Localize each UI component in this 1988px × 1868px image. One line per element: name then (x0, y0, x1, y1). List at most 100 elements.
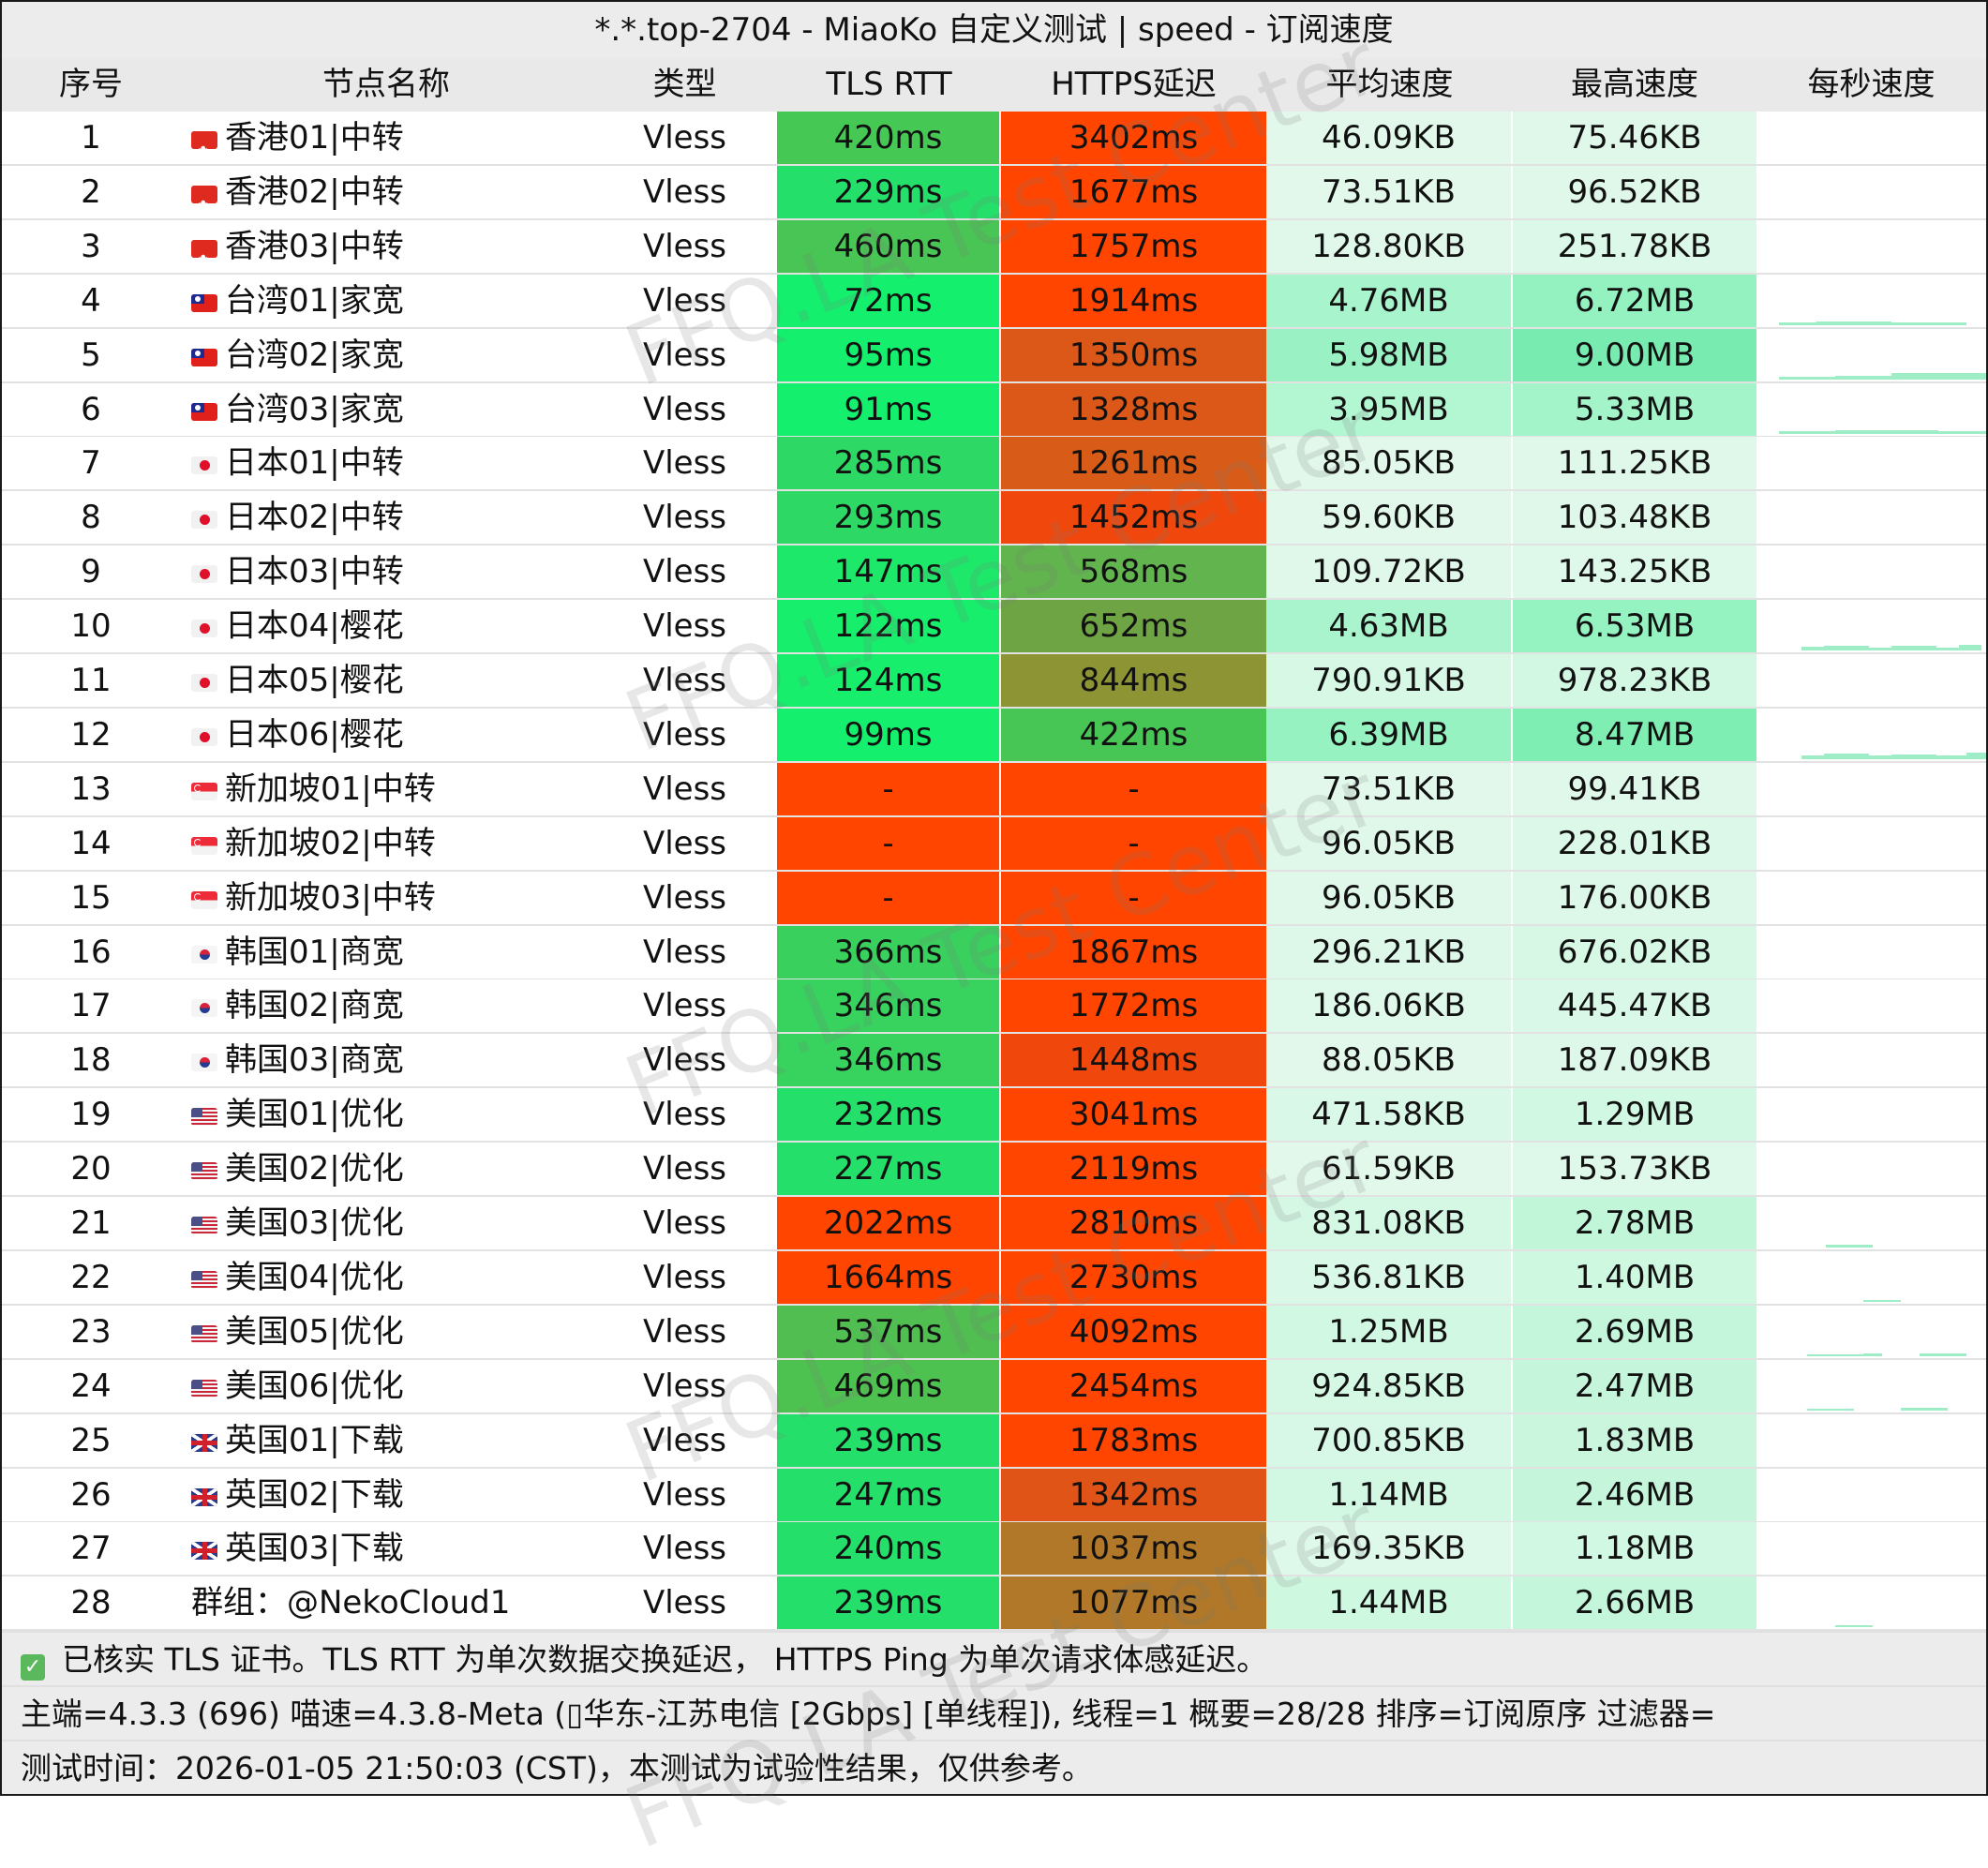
avg-speed-cell: 169.35KB (1266, 1522, 1513, 1576)
col-header-avg-speed: 平均速度 (1325, 66, 1454, 103)
protocol-type: Vless (642, 878, 727, 917)
row-index: 13 (70, 770, 112, 808)
https-latency-cell: 1757ms (1001, 219, 1266, 273)
col-header-node-name: 节点名称 (322, 66, 450, 103)
avg-speed-cell: 46.09KB (1266, 112, 1513, 164)
flag-jp-icon (191, 565, 217, 584)
https-latency-cell: 1261ms (1001, 437, 1266, 490)
https-latency-cell: 1328ms (1001, 382, 1266, 436)
protocol-type: Vless (642, 824, 727, 862)
row-index: 19 (70, 1096, 112, 1134)
table-row[interactable]: 8 日本02|中转 Vless 293ms 1452ms 59.60KB 103.48KB (2, 491, 1986, 546)
table-row[interactable]: 10 日本04|樱花 Vless 122ms 652ms 4.63MB 6.53MB (2, 600, 1986, 655)
table-row[interactable]: 27 英国03|下载 Vless 240ms 1037ms 169.35KB 1.18MB (2, 1522, 1986, 1577)
per-second-speed-cell (1756, 220, 1986, 273)
avg-speed-cell: 790.91KB (1266, 654, 1513, 707)
table-row[interactable]: 25 英国01|下载 Vless 239ms 1783ms 700.85KB 1.83MB (2, 1413, 1986, 1469)
table-row[interactable]: 13 新加坡01|中转 Vless - -73.51KB 99.41KB (2, 762, 1986, 817)
avg-speed-cell: 61.59KB (1266, 1143, 1513, 1196)
tls-rtt-cell: 469ms (777, 1359, 1001, 1412)
footer-backend-info: 主端=4.3.3 (696) 喵速=4.3.8-Meta (▯华东-江苏电信 [… (2, 1685, 1986, 1740)
footer: ✓ 已核实 TLS 证书。TLS RTT 为单次数据交换延迟， HTTPS Pin… (2, 1631, 1986, 1794)
max-speed-cell: 8.47MB (1513, 708, 1756, 761)
table-row[interactable]: 16 韩国01|商宽 Vless 366ms1867ms296.21KB676.02K… (2, 925, 1986, 980)
protocol-type: Vless (642, 119, 727, 157)
max-speed-cell: 2.46MB (1513, 1468, 1756, 1521)
protocol-type: Vless (642, 662, 727, 699)
table-row[interactable]: 11 日本05|樱花 Vless 124ms 844ms 790.91KB 978.23KB (2, 654, 1986, 709)
protocol-type: Vless (642, 499, 727, 537)
protocol-type: Vless (642, 172, 727, 211)
node-name: 香港02|中转 (225, 172, 404, 211)
max-speed-cell: 1.29MB (1513, 1088, 1756, 1142)
row-index: 6 (81, 390, 101, 428)
speed-sparkline (1779, 1182, 1986, 1193)
max-speed-cell: 978.23KB (1513, 654, 1756, 707)
row-index: 9 (81, 553, 101, 591)
flag-uk-icon (191, 1542, 217, 1561)
table-row[interactable]: 24 美国06|优化 Vless 469ms 2454ms 924.85KB 2.47MB (2, 1359, 1986, 1414)
tls-rtt-cell: 460ms (777, 219, 1001, 273)
max-speed-cell: 9.00MB (1513, 328, 1756, 381)
per-second-speed-cell (1756, 1251, 1986, 1304)
protocol-type: Vless (642, 1475, 727, 1514)
table-row[interactable]: 26 英国02|下载 Vless 247ms 1342ms 1.14MB 2.46MB (2, 1468, 1986, 1523)
table-row[interactable]: 9 日本03|中转 Vless 147ms 568ms 109.72KB 143.25KB (2, 545, 1986, 601)
table-row[interactable]: 7 日本01|中转 Vless 285ms 1261ms 85.05KB 111.25KB (2, 437, 1986, 492)
row-index: 1 (81, 119, 101, 157)
node-name-cell: 美国03|优化 (180, 1197, 592, 1249)
avg-speed-cell: 96.05KB (1266, 871, 1513, 924)
max-speed-cell: 1.83MB (1513, 1413, 1756, 1467)
table-row[interactable]: 14 新加坡02|中转 Vless - -96.05KB 228.01KB (2, 816, 1986, 872)
table-row[interactable]: 19 美国01|优化 Vless 232ms 3041ms 471.58KB 1.29MB (2, 1088, 1986, 1143)
protocol-type: Vless (642, 987, 727, 1025)
row-index: 8 (81, 499, 101, 537)
node-name-cell: 日本04|樱花 (180, 600, 592, 652)
speed-sparkline (1779, 1454, 1986, 1465)
avg-speed-cell: 4.63MB (1266, 600, 1513, 653)
table-row[interactable]: 28 群组：@NekoCloud1 Vless 239ms 1077ms 1.44MB 2.… (2, 1577, 1986, 1632)
avg-speed-cell: 1.25MB (1266, 1305, 1513, 1358)
table-row[interactable]: 4 台湾01|家宽 Vless 72ms 1914ms 4.76MB 6.72MB (2, 274, 1986, 329)
per-second-speed-cell (1756, 1088, 1986, 1141)
max-speed-cell: 1.18MB (1513, 1522, 1756, 1576)
row-index: 26 (70, 1475, 112, 1514)
table-row[interactable]: 22 美国04|优化 Vless 1664ms 2730ms 536.81KB 1.40MB (2, 1250, 1986, 1306)
flag-sg-icon (191, 890, 217, 909)
col-header-https-latency: HTTPS延迟 (1051, 66, 1217, 103)
protocol-type: Vless (642, 1041, 727, 1080)
per-second-speed-cell (1756, 1414, 1986, 1467)
node-name: 美国04|优化 (225, 1258, 404, 1296)
row-index: 25 (70, 1421, 112, 1459)
table-row[interactable]: 5 台湾02|家宽 Vless 95ms 1350ms 5.98MB 9.00MB (2, 328, 1986, 383)
avg-speed-cell: 1.14MB (1266, 1468, 1513, 1521)
table-row[interactable]: 20 美国02|优化 Vless 227ms 2119ms 61.59KB 153.73KB (2, 1143, 1986, 1198)
tls-rtt-cell: 72ms (777, 274, 1001, 327)
speed-sparkline (1779, 1562, 1986, 1573)
tls-rtt-cell: - (777, 816, 1001, 870)
avg-speed-cell: 471.58KB (1266, 1088, 1513, 1142)
node-name-cell: 日本01|中转 (180, 437, 592, 489)
table-row[interactable]: 17 韩国02|商宽 Vless 346ms1772ms186.06KB445.47K… (2, 979, 1986, 1035)
row-index: 2 (81, 172, 101, 211)
avg-speed-cell: 128.80KB (1266, 219, 1513, 273)
table-row[interactable]: 15 新加坡03|中转 Vless - -96.05KB 176.00KB (2, 871, 1986, 926)
table-row[interactable]: 23 美国05|优化 Vless 537ms 4092ms 1.25MB 2.69MB (2, 1305, 1986, 1360)
speed-sparkline (1779, 802, 1986, 814)
node-name-cell: 台湾02|家宽 (180, 329, 592, 381)
table-row[interactable]: 21 美国03|优化 Vless 2022ms 2810ms 831.08KB 2.78MB (2, 1197, 1986, 1251)
table-row[interactable]: 6 台湾03|家宽 Vless 91ms 1328ms 3.95MB 5.33MB (2, 382, 1986, 438)
tls-rtt-cell: 346ms (777, 979, 1001, 1033)
avg-speed-cell: 4.76MB (1266, 274, 1513, 327)
row-index: 3 (81, 227, 101, 265)
https-latency-cell: - (1001, 816, 1266, 870)
speed-sparkline (1779, 151, 1986, 162)
table-row[interactable]: 12 日本06|樱花 Vless 99ms 422ms 6.39MB 8.47MB (2, 708, 1986, 763)
per-second-speed-cell (1756, 1360, 1986, 1412)
node-name: 新加坡03|中转 (225, 878, 436, 917)
https-latency-cell: 1772ms (1001, 979, 1266, 1033)
